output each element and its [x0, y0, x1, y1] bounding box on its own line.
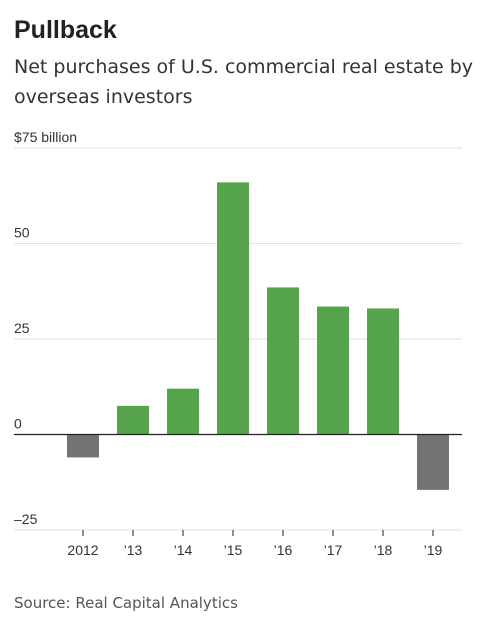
y-tick-label: –25 [14, 511, 38, 527]
y-tick-label: 25 [14, 320, 30, 336]
chart-source: Source: Real Capital Analytics [14, 594, 238, 612]
y-tick-label: 50 [14, 225, 30, 241]
bar [117, 405, 149, 435]
bar [167, 388, 199, 435]
x-tick-label: ’14 [174, 542, 193, 558]
chart-subtitle: Net purchases of U.S. commercial real es… [14, 56, 474, 108]
x-axis: 2012 ’13 ’14 ’15 ’16 ’17 ’18 ’19 [67, 530, 443, 558]
x-tick-label: ’19 [424, 542, 443, 558]
bar [67, 434, 99, 458]
bar [417, 434, 449, 490]
x-tick-label: 2012 [67, 542, 98, 558]
bar [217, 182, 249, 435]
x-tick-label: ’13 [124, 542, 143, 558]
x-tick-label: ’18 [374, 542, 393, 558]
x-tick-label: ’17 [324, 542, 343, 558]
y-tick-labels: $75 billion 50 25 0 –25 [14, 129, 77, 527]
y-tick-label: 0 [14, 416, 22, 432]
bar [267, 287, 299, 435]
bar [367, 308, 399, 435]
bars [67, 182, 449, 490]
y-tick-label: $75 billion [14, 129, 77, 145]
x-tick-label: ’16 [274, 542, 293, 558]
bar [317, 306, 349, 435]
chart-title: Pullback [14, 16, 117, 44]
x-tick-label: ’15 [224, 542, 243, 558]
